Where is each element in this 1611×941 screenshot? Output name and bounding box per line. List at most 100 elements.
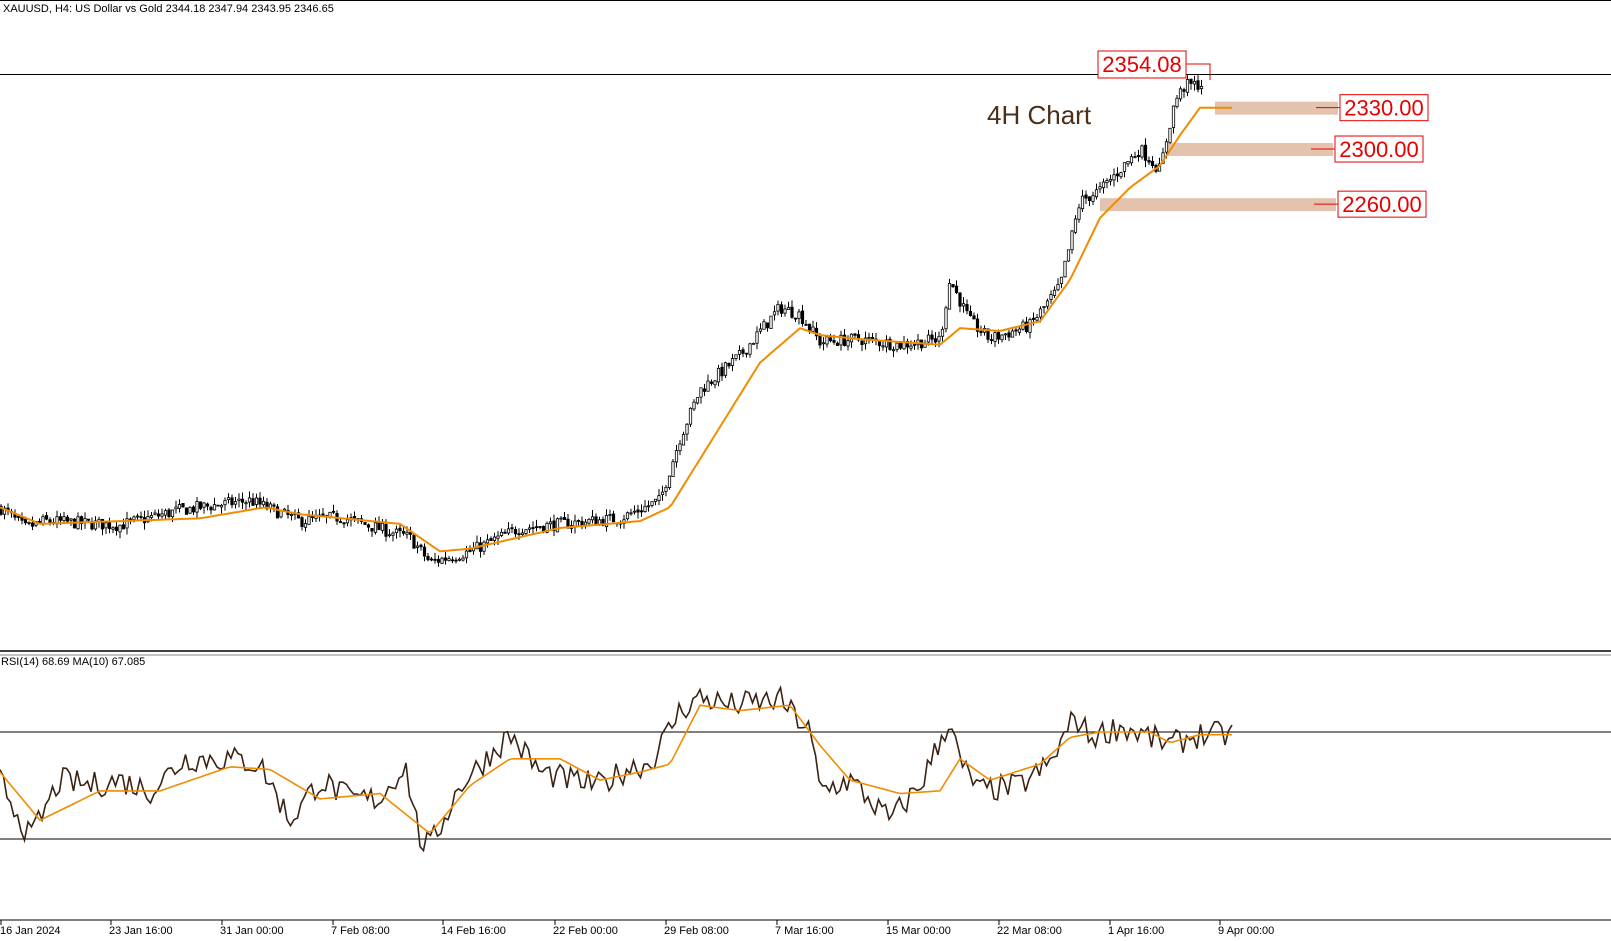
- candle-body: [1150, 160, 1155, 167]
- candle-body: [58, 516, 63, 521]
- candle-body: [436, 558, 441, 563]
- candle-body: [380, 522, 385, 531]
- candle-body: [1133, 156, 1137, 159]
- candle-body: [524, 529, 528, 534]
- candle-body: [636, 509, 640, 513]
- candle-body: [909, 345, 913, 349]
- candle-body: [1098, 186, 1102, 190]
- candle-body: [755, 331, 759, 344]
- candle-body: [667, 475, 672, 488]
- support-zones: 2330.00 2300.00 2260.00: [1100, 94, 1429, 218]
- candle-body: [181, 503, 185, 508]
- candle-body: [279, 510, 283, 518]
- candle-body: [405, 531, 409, 535]
- candle-body: [377, 521, 381, 531]
- candle-body: [342, 522, 346, 525]
- candle-body: [132, 516, 136, 520]
- candle-body: [912, 343, 917, 346]
- candle-body: [496, 535, 500, 539]
- candle-body: [370, 528, 374, 532]
- candle-body: [538, 526, 542, 528]
- candle-body: [373, 522, 378, 533]
- candle-body: [734, 354, 738, 359]
- candle-body: [153, 512, 157, 515]
- candle-body: [1091, 195, 1095, 202]
- candle-body: [1007, 332, 1011, 338]
- candle-body: [1003, 333, 1008, 336]
- candle-body: [989, 339, 994, 341]
- candle-body: [163, 510, 168, 516]
- candle-body: [475, 541, 479, 550]
- candle-body: [177, 504, 182, 509]
- candle-body: [237, 498, 241, 501]
- candle-body: [1077, 207, 1081, 220]
- candle-body: [188, 506, 192, 514]
- high-label-box: [1097, 50, 1187, 79]
- candle-body: [716, 368, 721, 383]
- x-tick-label: 31 Jan 00:00: [220, 925, 284, 937]
- candle-body: [629, 512, 633, 515]
- candle-body: [489, 538, 493, 541]
- candle-body: [482, 541, 486, 552]
- zone-label-box: [1339, 94, 1429, 122]
- candle-body: [1175, 97, 1179, 107]
- candle-body: [713, 380, 717, 386]
- candle-body: [685, 423, 689, 435]
- candle-body: [401, 530, 406, 534]
- candle-body: [41, 516, 45, 524]
- candle-body: [1084, 194, 1088, 199]
- candle-body: [842, 334, 847, 347]
- x-tick-label: 22 Feb 00:00: [553, 925, 618, 937]
- candle-body: [1010, 330, 1015, 338]
- zone-label-box: [1337, 190, 1427, 218]
- candle-body: [258, 497, 262, 505]
- x-tick-label: 15 Mar 00:00: [886, 925, 951, 937]
- candle-body: [195, 501, 199, 513]
- candle-body: [457, 558, 462, 561]
- candle-body: [1168, 127, 1172, 143]
- candle-body: [1056, 283, 1060, 291]
- candle-body: [545, 522, 549, 533]
- candle-body: [0, 505, 3, 515]
- candle-body: [387, 534, 392, 537]
- candle-body: [723, 362, 728, 376]
- chart-label: 4H Chart: [987, 100, 1092, 130]
- candle-body: [783, 308, 787, 314]
- candle-body: [30, 522, 35, 527]
- high-label-connector: [1186, 63, 1211, 80]
- candle-body: [408, 531, 413, 535]
- candle-body: [492, 536, 497, 541]
- candle-body: [853, 333, 857, 336]
- candle-body: [93, 520, 98, 530]
- candle-body: [226, 497, 231, 501]
- candle-body: [1182, 89, 1186, 92]
- candle-body: [632, 510, 637, 513]
- candle-body: [1059, 276, 1064, 284]
- candle-body: [1042, 306, 1046, 308]
- candle-body: [503, 531, 507, 534]
- candle-body: [1035, 317, 1039, 321]
- candle-body: [289, 514, 294, 516]
- candle-body: [167, 509, 171, 517]
- candle-body: [202, 502, 206, 508]
- candle-body: [212, 504, 217, 511]
- candle-body: [709, 381, 714, 384]
- candle-body: [205, 503, 210, 507]
- candle-body: [125, 518, 129, 529]
- candle-body: [587, 518, 591, 524]
- x-tick-label: 23 Jan 16:00: [109, 925, 173, 937]
- candle-body: [1147, 160, 1151, 163]
- candle-body: [951, 284, 955, 288]
- candle-body: [1164, 141, 1169, 153]
- candle-body: [1136, 154, 1141, 158]
- candle-body: [429, 558, 434, 561]
- candle-body: [958, 292, 962, 307]
- candle-body: [338, 521, 343, 523]
- candle-body: [793, 317, 798, 320]
- candle-body: [881, 345, 885, 348]
- candle-body: [419, 544, 423, 548]
- candle-body: [450, 559, 455, 562]
- candle-body: [979, 330, 983, 334]
- candle-body: [1066, 249, 1071, 262]
- candle-body: [1185, 79, 1190, 93]
